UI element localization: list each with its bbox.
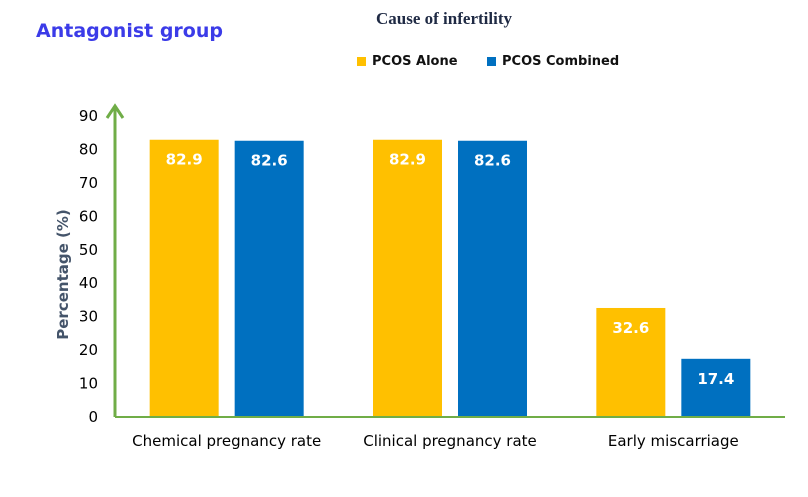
y-axis-label: Percentage (%) <box>54 209 72 339</box>
data-label: 82.9 <box>166 151 203 169</box>
legend-swatch-pcos-combined <box>487 57 496 66</box>
y-tick-label: 0 <box>88 408 98 426</box>
data-label: 82.9 <box>389 151 426 169</box>
bar <box>149 139 219 418</box>
bar <box>458 140 527 417</box>
data-label: 17.4 <box>697 370 734 388</box>
legend-title: Cause of infertility <box>376 9 512 28</box>
y-tick-label: 90 <box>79 107 98 125</box>
bar <box>373 139 442 418</box>
y-tick-label: 80 <box>79 140 98 158</box>
y-tick-label: 40 <box>79 274 98 292</box>
data-label: 82.6 <box>474 152 511 170</box>
group-title: Antagonist group <box>36 20 223 42</box>
y-tick-label: 60 <box>79 207 98 225</box>
legend-label-pcos-combined: PCOS Combined <box>502 54 620 69</box>
y-axis-arrow-icon <box>105 103 125 119</box>
legend-swatch-pcos-alone <box>357 57 366 66</box>
category-label: Early miscarriage <box>608 432 739 450</box>
y-tick-label: 10 <box>79 375 98 393</box>
y-tick-label: 70 <box>79 174 98 192</box>
legend-label-pcos-alone: PCOS Alone <box>372 54 458 69</box>
category-label: Chemical pregnancy rate <box>132 432 321 450</box>
legend-item-pcos-alone: PCOS Alone <box>357 54 458 69</box>
legend-item-pcos-combined: PCOS Combined <box>487 54 619 69</box>
y-tick-label: 50 <box>79 241 98 259</box>
category-label: Clinical pregnancy rate <box>363 432 537 450</box>
data-label: 82.6 <box>251 152 288 170</box>
data-label: 32.6 <box>612 319 649 337</box>
bar <box>681 358 751 417</box>
y-tick-label: 20 <box>79 341 98 359</box>
bar <box>234 140 304 417</box>
y-tick-label: 30 <box>79 308 98 326</box>
bar <box>596 307 666 417</box>
